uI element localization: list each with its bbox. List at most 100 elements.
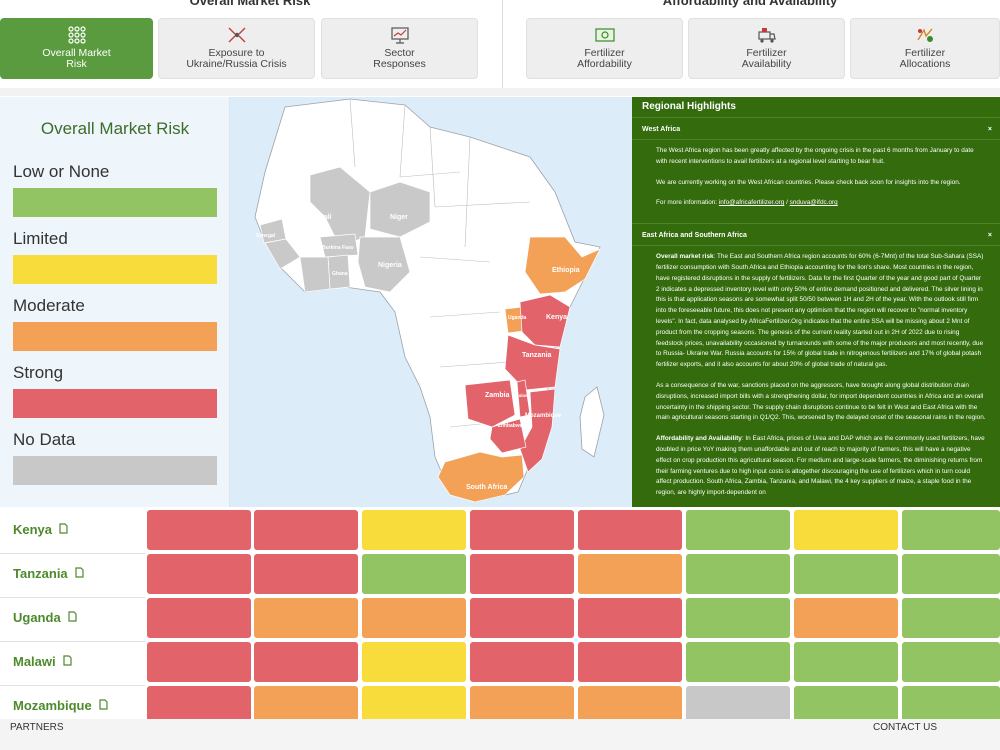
- legend-swatch-low: [13, 188, 217, 217]
- map-label-mozambique: Mozambique: [525, 413, 562, 419]
- partners-link[interactable]: PARTNERS: [10, 722, 64, 733]
- map-label-tanzania: Tanzania: [522, 352, 552, 359]
- country-name-link[interactable]: Mozambique: [13, 698, 108, 713]
- country-borders: [349, 98, 531, 428]
- paragraph: As a consequence of the war, sanctions p…: [656, 381, 986, 422]
- risk-cell-strong[interactable]: [147, 642, 251, 682]
- risk-cell-moderate[interactable]: [794, 598, 898, 638]
- tab-label: Fertilizer Allocations: [899, 47, 951, 70]
- risk-cell-limited[interactable]: [362, 510, 466, 550]
- close-icon[interactable]: ×: [987, 126, 992, 133]
- legend-label: Limited: [13, 229, 68, 248]
- map-label-south-africa: South Africa: [466, 484, 507, 491]
- nigeria-region: [357, 236, 411, 293]
- risk-cell-strong[interactable]: [254, 642, 358, 682]
- risk-cell-strong[interactable]: [147, 510, 251, 550]
- risk-cell-moderate[interactable]: [578, 554, 682, 594]
- risk-cell-strong[interactable]: [147, 554, 251, 594]
- risk-cell-moderate[interactable]: [362, 598, 466, 638]
- document-icon[interactable]: [68, 610, 77, 625]
- map-label-ethiopia: Ethiopia: [552, 267, 580, 274]
- malawi-region: [516, 379, 531, 418]
- contact-prefix: For more information:: [656, 199, 719, 207]
- contact-us-link[interactable]: CONTACT US: [873, 722, 938, 733]
- west-africa-section-body: The West Africa region has been greatly …: [632, 140, 1000, 223]
- africa-risk-map[interactable]: Mali Niger Senegal Burkina Faso Ghana Ni…: [230, 97, 632, 507]
- tab-fertilizer-allocations[interactable]: Fertilizer Allocations: [850, 18, 1000, 79]
- email-link-info[interactable]: info@africafertilizer.org: [718, 199, 785, 207]
- risk-cell-low[interactable]: [362, 554, 466, 594]
- close-icon[interactable]: ×: [987, 232, 992, 240]
- risk-cell-low[interactable]: [686, 642, 790, 682]
- legend-swatch-strong: [13, 389, 217, 418]
- tab-label: Fertilizer Availability: [741, 47, 792, 70]
- map-label-malawi: Malawi: [515, 393, 530, 398]
- risk-cell-low[interactable]: [794, 554, 898, 594]
- risk-cell-low[interactable]: [902, 554, 1000, 594]
- paragraph: Overall market risk: The East and Southe…: [656, 252, 986, 371]
- legend-item-moderate: Moderate: [13, 296, 217, 351]
- section-heading: West Africa: [642, 126, 681, 133]
- money-icon: [594, 26, 616, 44]
- email-link-snduva[interactable]: snduva@ifdc.org: [789, 199, 838, 207]
- zimbabwe-region: [489, 418, 527, 454]
- risk-cell-strong[interactable]: [147, 598, 251, 638]
- risk-cell-limited[interactable]: [362, 642, 466, 682]
- regional-highlights-title: Regional Highlights: [632, 97, 1000, 118]
- country-name: Malawi: [13, 654, 56, 669]
- country-name-link[interactable]: Kenya: [13, 522, 68, 537]
- country-risk-table: Kenya Tanzania Uganda Malawi Mozambique: [0, 507, 1000, 730]
- paragraph-text: : The East and Southern Africa region ac…: [656, 253, 984, 369]
- risk-cell-low[interactable]: [686, 510, 790, 550]
- risk-cell-strong[interactable]: [470, 510, 574, 550]
- country-name: Tanzania: [13, 566, 68, 581]
- bold-lead: Overall market risk: [656, 253, 714, 261]
- crisis-arrows-icon: [226, 26, 248, 44]
- tab-fertilizer-availability[interactable]: Fertilizer Availability: [688, 18, 845, 79]
- risk-cell-low[interactable]: [902, 642, 1000, 682]
- map-label-nigeria: Nigeria: [378, 262, 402, 269]
- paragraph: Affordability and Availability: In East …: [656, 434, 986, 499]
- risk-cell-low[interactable]: [902, 598, 1000, 638]
- ethiopia-region: [524, 236, 601, 295]
- regional-highlights-panel[interactable]: Regional Highlights West Africa × The We…: [632, 97, 1000, 507]
- legend-item-strong: Strong: [13, 363, 217, 418]
- madagascar: [579, 386, 605, 458]
- risk-cell-strong[interactable]: [578, 510, 682, 550]
- document-icon[interactable]: [59, 522, 68, 537]
- country-name-link[interactable]: Uganda: [13, 610, 77, 625]
- west-africa-section-header[interactable]: West Africa ×: [632, 118, 1000, 140]
- table-row: Tanzania: [0, 554, 1000, 598]
- tab-sector-responses[interactable]: Sector Responses: [321, 18, 478, 79]
- legend-item-no-data: No Data: [13, 430, 217, 485]
- risk-cell-strong[interactable]: [470, 554, 574, 594]
- risk-cell-low[interactable]: [794, 642, 898, 682]
- map-label-senegal: Senegal: [256, 233, 276, 239]
- legend-swatch-no-data: [13, 456, 217, 485]
- risk-cell-strong[interactable]: [470, 598, 574, 638]
- map-label-kenya: Kenya: [546, 314, 567, 321]
- risk-cell-low[interactable]: [902, 510, 1000, 550]
- tab-exposure-ukraine-russia[interactable]: Exposure to Ukraine/Russia Crisis: [158, 18, 315, 79]
- mozambique-region: [519, 388, 556, 473]
- tab-fertilizer-affordability[interactable]: Fertilizer Affordability: [526, 18, 683, 79]
- east-southern-africa-section-header[interactable]: East Africa and Southern Africa ×: [632, 223, 1000, 247]
- risk-cell-moderate[interactable]: [254, 598, 358, 638]
- paragraph-text: : In East Africa, prices of Urea and DAP…: [656, 435, 985, 497]
- document-icon[interactable]: [99, 698, 108, 713]
- risk-cell-strong[interactable]: [578, 642, 682, 682]
- risk-cell-limited[interactable]: [794, 510, 898, 550]
- risk-cell-strong[interactable]: [470, 642, 574, 682]
- risk-cell-low[interactable]: [686, 554, 790, 594]
- document-icon[interactable]: [75, 566, 84, 581]
- legend-label: Strong: [13, 363, 64, 382]
- tab-overall-market-risk[interactable]: Overall Market Risk: [0, 18, 153, 79]
- risk-cell-strong[interactable]: [578, 598, 682, 638]
- risk-cell-strong[interactable]: [254, 510, 358, 550]
- risk-cell-low[interactable]: [686, 598, 790, 638]
- legend-item-limited: Limited: [13, 229, 217, 284]
- risk-cell-strong[interactable]: [254, 554, 358, 594]
- document-icon[interactable]: [63, 654, 72, 669]
- country-name-link[interactable]: Tanzania: [13, 566, 84, 581]
- country-name-link[interactable]: Malawi: [13, 654, 72, 669]
